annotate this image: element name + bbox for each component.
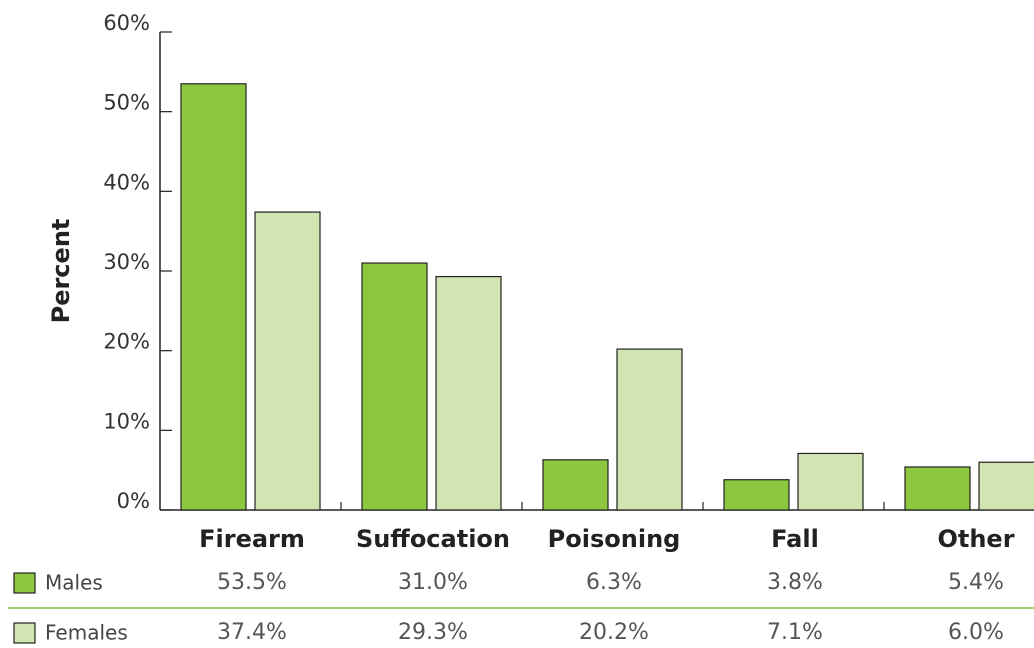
value-label: 5.4% <box>948 570 1004 595</box>
bar <box>723 479 790 511</box>
value-label: 53.5% <box>217 570 287 595</box>
value-label: 6.3% <box>586 570 642 595</box>
value-label: 37.4% <box>217 620 287 645</box>
bar <box>904 466 971 511</box>
bar <box>797 452 864 511</box>
category-label: Other <box>937 525 1014 553</box>
category-label: Suffocation <box>356 525 510 553</box>
bar <box>435 275 502 511</box>
value-label: 31.0% <box>398 570 468 595</box>
legend-swatch <box>13 622 36 644</box>
value-label: 6.0% <box>948 620 1004 645</box>
value-label: 7.1% <box>767 620 823 645</box>
category-label: Fall <box>771 525 819 553</box>
bar <box>180 83 247 511</box>
value-label: 3.8% <box>767 570 823 595</box>
legend-swatch <box>13 572 36 594</box>
legend-label: Females <box>45 621 128 645</box>
category-label: Poisoning <box>548 525 681 553</box>
bar <box>978 461 1034 511</box>
y-tick-label: 40% <box>103 170 150 194</box>
bar <box>542 459 609 511</box>
y-tick-label: 0% <box>117 489 150 513</box>
value-label: 20.2% <box>579 620 649 645</box>
value-label: 29.3% <box>398 620 468 645</box>
y-axis-title: Percent <box>47 219 75 324</box>
y-tick-label: 20% <box>103 330 150 354</box>
legend-label: Males <box>45 571 103 595</box>
y-tick-label: 60% <box>103 11 150 35</box>
bar <box>616 348 683 511</box>
bar <box>254 211 321 511</box>
y-tick-label: 10% <box>103 409 150 433</box>
y-tick-label: 50% <box>103 91 150 115</box>
category-label: Firearm <box>199 525 305 553</box>
y-tick-label: 30% <box>103 250 150 274</box>
bar <box>361 262 428 511</box>
